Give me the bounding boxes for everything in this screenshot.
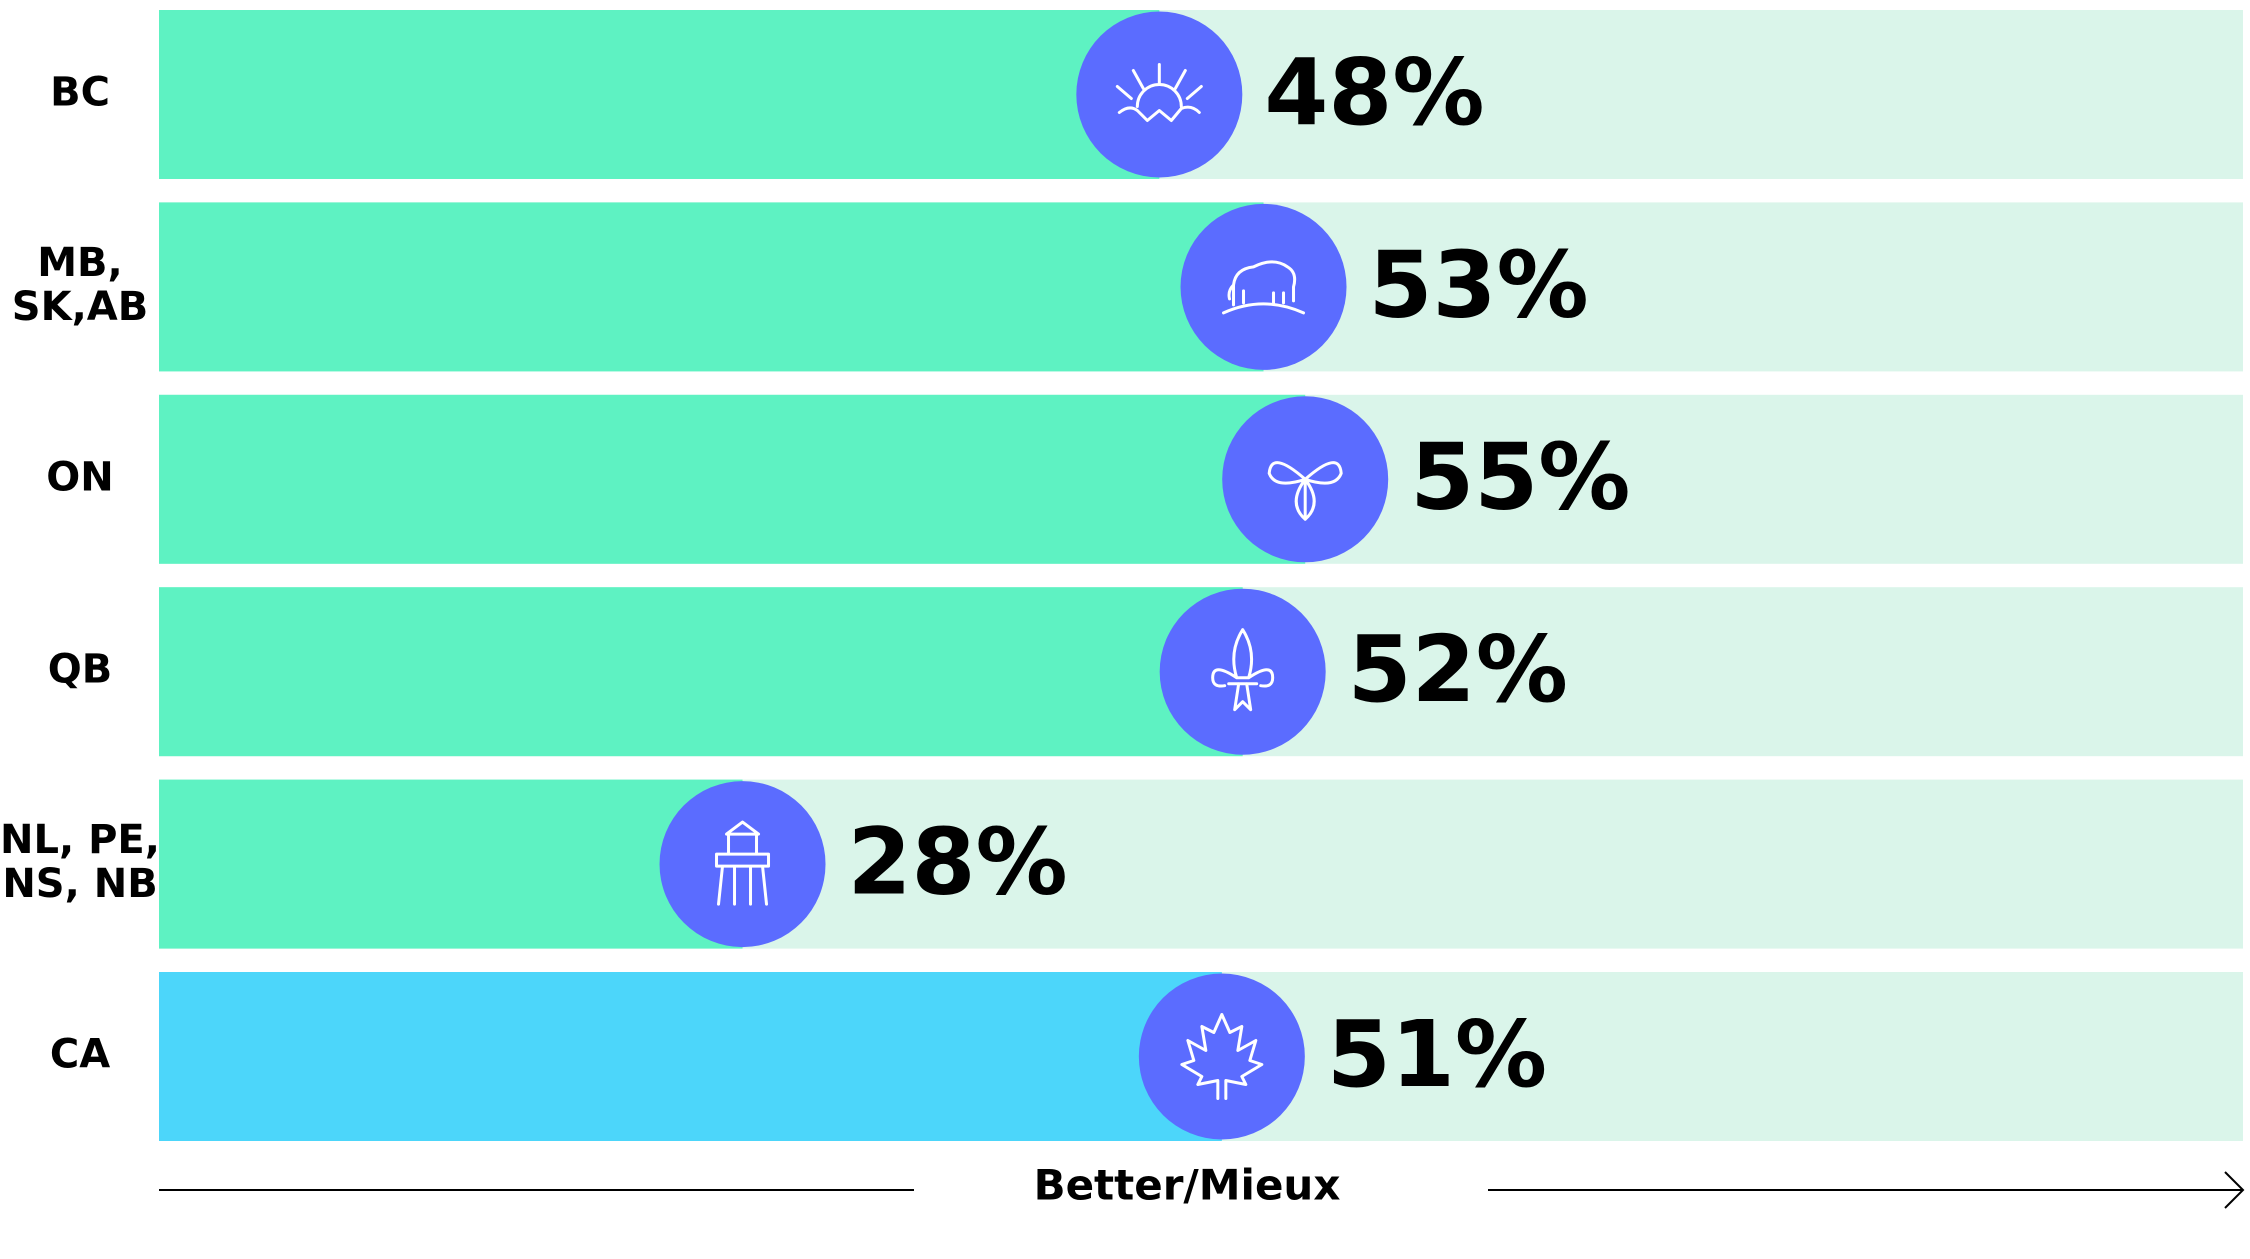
bar xyxy=(159,972,1222,1141)
icon-shape xyxy=(1115,63,1203,122)
icon-badge xyxy=(1076,11,1243,178)
icon xyxy=(715,820,771,906)
icon-shape xyxy=(1267,461,1343,521)
value-label: 28% xyxy=(848,808,1068,915)
axis-arrow xyxy=(2224,1171,2245,1209)
category-label: BC xyxy=(50,70,110,116)
value-label: 52% xyxy=(1348,616,1568,723)
icon-badge xyxy=(659,781,826,948)
icon xyxy=(1267,461,1343,521)
category-label: CA xyxy=(50,1032,110,1078)
value-label: 55% xyxy=(1410,424,1630,531)
category-label: SK,AB xyxy=(12,284,148,330)
icon-shape xyxy=(1211,628,1275,712)
bar xyxy=(159,587,1243,757)
value-label: 51% xyxy=(1327,1001,1547,1108)
category-label: ON xyxy=(46,454,113,500)
category-label: MB, xyxy=(37,240,123,286)
value-label: 53% xyxy=(1369,231,1589,338)
bar xyxy=(159,394,1306,564)
icon xyxy=(1211,628,1275,712)
icon-badge xyxy=(1138,973,1305,1140)
icon-shape xyxy=(715,820,771,906)
category-label: QB xyxy=(48,647,113,693)
icon-badge xyxy=(1159,588,1326,755)
value-label: 48% xyxy=(1264,39,1484,146)
icon xyxy=(1180,1013,1264,1100)
icon xyxy=(1115,63,1203,122)
bar xyxy=(159,10,1160,179)
icon-shape xyxy=(1180,1013,1264,1100)
icon-shape xyxy=(1222,260,1306,315)
category-label: NL, PE, xyxy=(0,817,160,863)
icon-badge xyxy=(1180,203,1347,370)
icon xyxy=(1222,260,1306,315)
bar xyxy=(159,779,743,949)
bar xyxy=(159,202,1264,372)
category-label: NS, NB xyxy=(2,861,157,907)
axis-label: Better/Mieux xyxy=(1034,1161,1341,1210)
